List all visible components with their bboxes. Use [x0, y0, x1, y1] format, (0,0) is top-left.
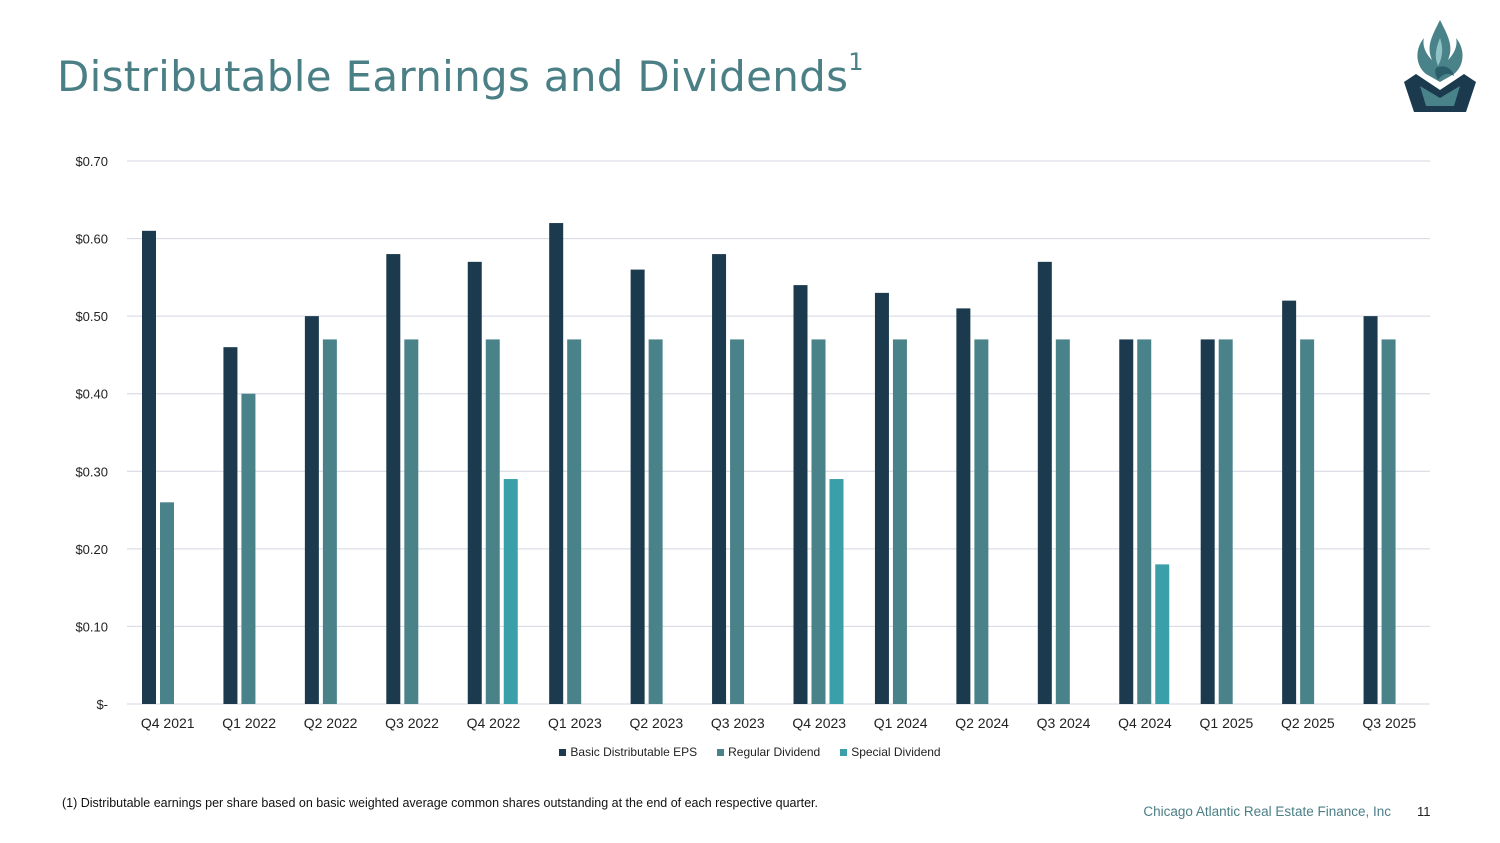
- bar-special: [503, 479, 518, 704]
- y-tick-label: $0.30: [75, 464, 108, 479]
- y-tick-label: $-: [96, 697, 108, 712]
- bar-regular: [1218, 339, 1233, 704]
- x-tick-label: Q4 2021: [141, 715, 195, 731]
- y-tick-label: $0.20: [75, 542, 108, 557]
- bar-eps: [1282, 300, 1297, 704]
- bar-eps: [793, 285, 808, 704]
- bar-regular: [404, 339, 419, 704]
- bar-eps: [304, 316, 319, 704]
- bar-eps: [386, 254, 401, 705]
- bar-regular: [485, 339, 500, 704]
- bar-chart: $- $0.10 $0.20 $0.30 $0.40 $0.50 $0.60 $0.70 Q4 …: [75, 154, 1430, 731]
- bar-regular: [811, 339, 826, 704]
- chart-legend: Basic Distributable EPS Regular Dividend…: [0, 745, 1500, 759]
- x-tick-label: Q2 2023: [629, 715, 683, 731]
- bar-regular: [1300, 339, 1315, 704]
- x-tick-label: Q2 2022: [304, 715, 358, 731]
- legend-label-regular: Regular Dividend: [728, 745, 821, 759]
- legend-swatch-regular: [717, 748, 725, 756]
- x-tick-label: Q3 2023: [711, 715, 765, 731]
- legend-swatch-special: [840, 748, 848, 756]
- page-number: 11: [1417, 804, 1431, 819]
- bar-eps: [874, 292, 889, 704]
- footnote: (1) Distributable earnings per share bas…: [62, 796, 819, 810]
- bar-regular: [730, 339, 745, 704]
- bar-special: [829, 479, 844, 704]
- bar-eps: [1037, 261, 1052, 704]
- title-footnote-marker: 1: [848, 48, 864, 76]
- bar-eps: [712, 254, 727, 705]
- x-tick-label: Q1 2022: [222, 715, 276, 731]
- x-tick-label: Q4 2024: [1118, 715, 1172, 731]
- x-tick-label: Q2 2025: [1281, 715, 1335, 731]
- bar-eps: [1119, 339, 1134, 704]
- x-tick-label: Q3 2022: [385, 715, 439, 731]
- legend-label-special: Special Dividend: [851, 745, 941, 759]
- x-tick-label: Q1 2025: [1200, 715, 1254, 731]
- x-tick-label: Q4 2023: [792, 715, 846, 731]
- y-tick-label: $0.10: [75, 619, 108, 634]
- legend-item-regular: Regular Dividend: [717, 745, 820, 759]
- bar-regular: [322, 339, 337, 704]
- bar-special: [1155, 564, 1170, 704]
- y-tick-label: $0.40: [75, 387, 108, 402]
- legend-item-eps: Basic Distributable EPS: [559, 745, 697, 759]
- bar-regular: [1381, 339, 1396, 704]
- bar-regular: [892, 339, 907, 704]
- x-tick-label: Q1 2023: [548, 715, 602, 731]
- x-tick-label: Q4 2022: [467, 715, 521, 731]
- company-logo-icon: [1404, 20, 1476, 112]
- y-tick-label: $0.60: [75, 232, 108, 247]
- page-title: Distributable Earnings and Dividends1: [57, 48, 864, 101]
- bar-eps: [142, 230, 156, 705]
- bar-regular: [241, 393, 256, 704]
- legend-label-eps: Basic Distributable EPS: [570, 745, 698, 759]
- bar-regular: [160, 502, 174, 704]
- bar-eps: [467, 261, 482, 704]
- bar-regular: [1055, 339, 1070, 704]
- page-title-text: Distributable Earnings and Dividends: [57, 52, 849, 101]
- bar-eps: [223, 347, 238, 704]
- bar-regular: [1137, 339, 1152, 704]
- legend-swatch-eps: [559, 748, 567, 756]
- x-tick-label: Q3 2025: [1362, 715, 1416, 731]
- bar-eps: [549, 223, 564, 705]
- bar-eps: [630, 269, 645, 704]
- y-tick-label: $0.50: [75, 309, 108, 324]
- x-tick-label: Q1 2024: [874, 715, 928, 731]
- bar-regular: [648, 339, 663, 704]
- bar-eps: [956, 308, 971, 704]
- legend-item-special: Special Dividend: [840, 745, 941, 759]
- bar-regular: [567, 339, 582, 704]
- bar-regular: [974, 339, 989, 704]
- company-name: Chicago Atlantic Real Estate Finance, In…: [1143, 804, 1391, 819]
- bar-eps: [1200, 339, 1215, 704]
- bar-eps: [1363, 316, 1378, 704]
- x-tick-label: Q3 2024: [1037, 715, 1091, 731]
- y-tick-label: $0.70: [75, 154, 108, 169]
- x-tick-label: Q2 2024: [955, 715, 1009, 731]
